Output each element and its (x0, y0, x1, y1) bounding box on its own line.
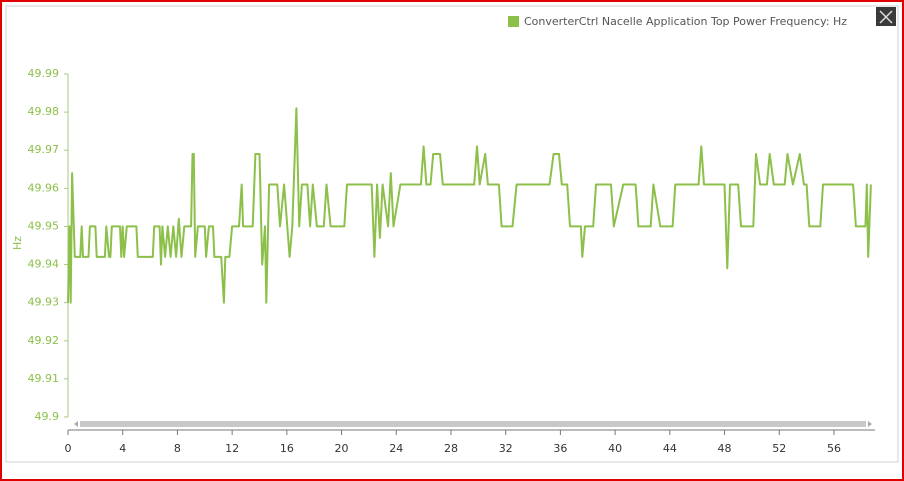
x-tick-label: 28 (444, 442, 458, 455)
scrollbar-thumb[interactable] (80, 421, 866, 427)
y-tick-label: 49.98 (28, 105, 60, 118)
x-tick-label: 52 (772, 442, 786, 455)
y-tick-label: 49.95 (28, 219, 60, 232)
x-tick-label: 16 (280, 442, 294, 455)
x-tick-label: 4 (119, 442, 126, 455)
x-tick-label: 36 (553, 442, 567, 455)
x-tick-label: 44 (663, 442, 677, 455)
y-tick-label: 49.9 (35, 410, 60, 423)
y-tick-label: 49.94 (28, 258, 60, 271)
close-icon[interactable] (879, 10, 893, 24)
y-tick-label: 49.91 (28, 372, 60, 385)
x-tick-label: 40 (608, 442, 622, 455)
series-line (67, 107, 872, 304)
y-tick-label: 49.96 (28, 181, 60, 194)
panel-border (5, 5, 899, 463)
x-tick-label: 20 (335, 442, 349, 455)
legend-swatch (508, 16, 519, 27)
legend-label: ConverterCtrl Nacelle Application Top Po… (524, 15, 847, 28)
x-tick-label: 8 (174, 442, 181, 455)
x-tick-label: 24 (389, 442, 403, 455)
y-tick-label: 49.93 (28, 296, 60, 309)
y-tick-label: 49.97 (28, 143, 60, 156)
y-tick-label: 49.99 (28, 67, 60, 80)
x-tick-label: 12 (225, 442, 239, 455)
x-tick-label: 48 (718, 442, 732, 455)
scrollbar[interactable] (74, 421, 872, 427)
x-tick-label: 0 (65, 442, 72, 455)
close-button[interactable] (876, 7, 896, 26)
x-tick-label: 32 (499, 442, 513, 455)
y-axis-label: Hz (11, 236, 24, 250)
x-tick-label: 56 (827, 442, 841, 455)
y-tick-label: 49.92 (28, 334, 60, 347)
